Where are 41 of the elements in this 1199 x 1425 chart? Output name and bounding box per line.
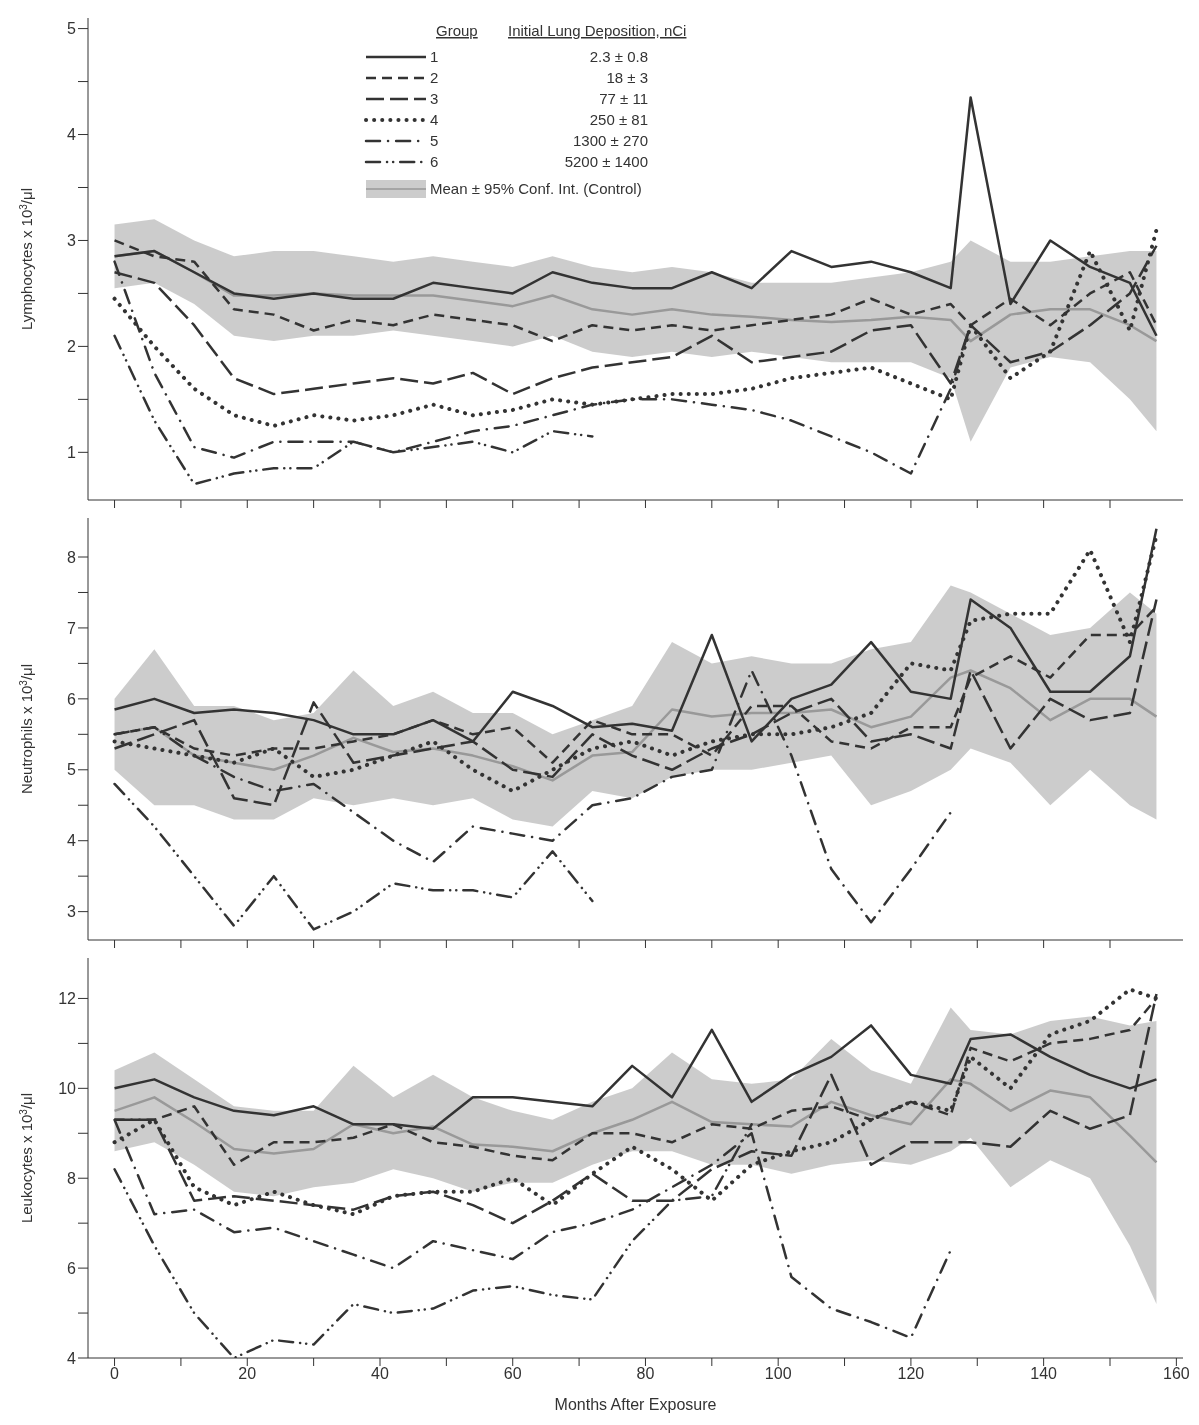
legend-title: Group [436,22,478,39]
annotation: 2.3 ± 0.8 [589,48,648,65]
legend-label: Mean ± 95% Conf. Int. (Control) [430,180,642,197]
x-tick-label: 40 [371,1365,389,1383]
x-tick-label: 60 [503,1365,522,1383]
legend-label: 4 [430,111,439,128]
y-tick-label: 6 [67,1259,77,1277]
annotation: Initial Lung Deposition, nCi [508,22,687,39]
annotation: 250 ± 81 [589,111,648,128]
annotation: 18 ± 3 [606,69,648,86]
y-tick-label: 4 [67,1349,77,1367]
y-tick-label: 10 [58,1080,77,1098]
legend-label: 2 [430,69,439,86]
legend-label: 5 [430,132,439,149]
y-tick-label: 3 [67,232,77,250]
x-tick-label: 80 [636,1365,655,1383]
y-tick-label: 6 [67,690,77,708]
y-tick-label: 5 [67,20,77,38]
y-tick-label: 8 [67,1169,77,1187]
y-tick-label: 3 [67,903,77,921]
y-tick-label: 8 [67,548,77,566]
x-tick-label: 100 [764,1365,792,1383]
y-tick-label: 4 [67,126,77,144]
x-tick-label: 160 [1163,1365,1190,1383]
legend-label: 1 [430,48,439,65]
y-tick-label: 5 [67,761,77,779]
x-tick-label: 120 [897,1365,925,1383]
annotation: 77 ± 11 [599,90,648,107]
y-tick-label: 1 [67,444,77,462]
legend-label: 3 [430,90,439,107]
y-tick-label: 2 [67,338,77,356]
x-tick-label: 140 [1030,1365,1058,1383]
annotation: 1300 ± 270 [573,132,648,149]
y-tick-label: 12 [58,990,77,1008]
legend-label: 6 [430,153,439,170]
y-tick-label: 7 [67,619,77,637]
y-tick-label: 4 [67,832,77,850]
annotation: 5200 ± 1400 [564,153,648,170]
x-tick-label: 0 [110,1365,120,1383]
x-tick-label: 20 [238,1365,257,1383]
x-axis-title: Months After Exposure [554,1396,717,1413]
